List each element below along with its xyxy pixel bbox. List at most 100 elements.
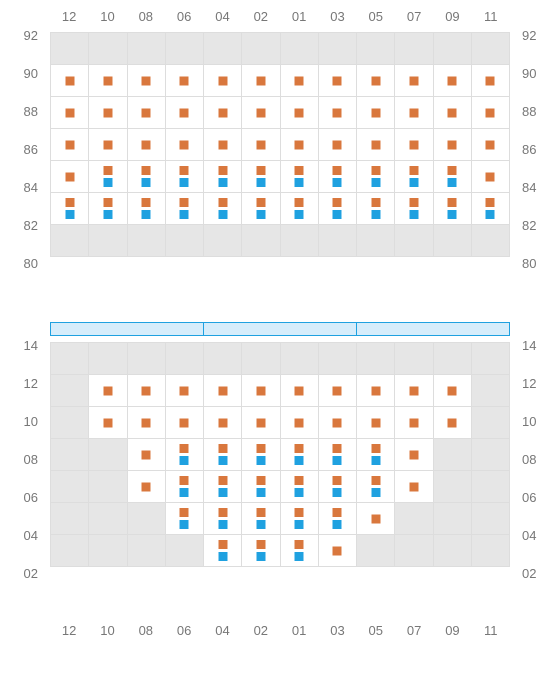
seat-cell[interactable] xyxy=(395,407,433,439)
seat-cell[interactable] xyxy=(357,97,395,129)
seat-cell[interactable] xyxy=(204,439,242,471)
seat-cell[interactable] xyxy=(128,161,166,193)
seat-cell[interactable] xyxy=(319,161,357,193)
seat-cell[interactable] xyxy=(51,129,89,161)
seat-cell[interactable] xyxy=(281,439,319,471)
seat-cell[interactable] xyxy=(357,65,395,97)
seat-cell[interactable] xyxy=(204,193,242,225)
seat-cell[interactable] xyxy=(395,375,433,407)
seat-cell[interactable] xyxy=(281,129,319,161)
seat-cell[interactable] xyxy=(204,535,242,567)
seat-cell[interactable] xyxy=(357,375,395,407)
seat-cell[interactable] xyxy=(128,65,166,97)
seat-cell[interactable] xyxy=(204,129,242,161)
seat-cell[interactable] xyxy=(281,471,319,503)
seat-cell[interactable] xyxy=(472,161,510,193)
seat-cell[interactable] xyxy=(395,161,433,193)
seat-cell[interactable] xyxy=(434,129,472,161)
seat-cell[interactable] xyxy=(166,375,204,407)
seat-cell[interactable] xyxy=(319,439,357,471)
seat-cell[interactable] xyxy=(242,503,280,535)
seat-cell[interactable] xyxy=(395,129,433,161)
seat-cell[interactable] xyxy=(128,375,166,407)
seat-cell[interactable] xyxy=(281,375,319,407)
seat-cell[interactable] xyxy=(204,503,242,535)
seat-cell[interactable] xyxy=(242,193,280,225)
seat-cell[interactable] xyxy=(51,97,89,129)
seat-cell[interactable] xyxy=(319,535,357,567)
seat-cell[interactable] xyxy=(472,193,510,225)
seat-cell[interactable] xyxy=(319,129,357,161)
seat-cell[interactable] xyxy=(51,193,89,225)
seat-cell[interactable] xyxy=(51,161,89,193)
seat-cell[interactable] xyxy=(357,471,395,503)
seat-cell[interactable] xyxy=(434,375,472,407)
seat-cell[interactable] xyxy=(319,471,357,503)
seat-cell[interactable] xyxy=(357,503,395,535)
seat-cell[interactable] xyxy=(472,65,510,97)
seat-cell[interactable] xyxy=(319,65,357,97)
seat-cell[interactable] xyxy=(204,471,242,503)
seat-cell[interactable] xyxy=(128,129,166,161)
seat-cell[interactable] xyxy=(281,65,319,97)
seat-cell[interactable] xyxy=(89,65,127,97)
seat-cell[interactable] xyxy=(242,407,280,439)
seat-cell[interactable] xyxy=(128,471,166,503)
seat-cell[interactable] xyxy=(319,193,357,225)
seat-cell[interactable] xyxy=(89,193,127,225)
seat-cell[interactable] xyxy=(319,375,357,407)
seat-cell[interactable] xyxy=(281,161,319,193)
seat-cell[interactable] xyxy=(357,407,395,439)
seat-cell[interactable] xyxy=(281,503,319,535)
seat-cell[interactable] xyxy=(166,503,204,535)
seat-cell[interactable] xyxy=(204,375,242,407)
seat-cell[interactable] xyxy=(395,97,433,129)
seat-cell[interactable] xyxy=(89,375,127,407)
seat-cell[interactable] xyxy=(128,439,166,471)
seat-cell[interactable] xyxy=(204,65,242,97)
seat-cell[interactable] xyxy=(472,97,510,129)
seat-cell[interactable] xyxy=(434,407,472,439)
seat-cell[interactable] xyxy=(242,535,280,567)
seat-cell[interactable] xyxy=(242,161,280,193)
seat-cell[interactable] xyxy=(242,65,280,97)
seat-cell[interactable] xyxy=(281,535,319,567)
seat-cell[interactable] xyxy=(395,471,433,503)
seat-cell[interactable] xyxy=(434,161,472,193)
seat-cell[interactable] xyxy=(89,97,127,129)
seat-cell[interactable] xyxy=(357,129,395,161)
seat-cell[interactable] xyxy=(166,193,204,225)
seat-cell[interactable] xyxy=(242,375,280,407)
seat-cell[interactable] xyxy=(472,129,510,161)
seat-cell[interactable] xyxy=(319,407,357,439)
seat-cell[interactable] xyxy=(89,407,127,439)
seat-cell[interactable] xyxy=(357,439,395,471)
seat-cell[interactable] xyxy=(281,97,319,129)
seat-cell[interactable] xyxy=(395,65,433,97)
seat-cell[interactable] xyxy=(242,439,280,471)
seat-cell[interactable] xyxy=(166,97,204,129)
seat-cell[interactable] xyxy=(281,193,319,225)
seat-cell[interactable] xyxy=(204,97,242,129)
seat-cell[interactable] xyxy=(357,161,395,193)
seat-cell[interactable] xyxy=(128,193,166,225)
seat-cell[interactable] xyxy=(166,471,204,503)
seat-cell[interactable] xyxy=(434,193,472,225)
seat-cell[interactable] xyxy=(51,65,89,97)
seat-cell[interactable] xyxy=(204,407,242,439)
seat-cell[interactable] xyxy=(434,65,472,97)
seat-cell[interactable] xyxy=(166,439,204,471)
seat-cell[interactable] xyxy=(281,407,319,439)
seat-cell[interactable] xyxy=(89,161,127,193)
seat-cell[interactable] xyxy=(434,97,472,129)
seat-cell[interactable] xyxy=(89,129,127,161)
seat-cell[interactable] xyxy=(166,65,204,97)
seat-cell[interactable] xyxy=(395,193,433,225)
seat-cell[interactable] xyxy=(204,161,242,193)
seat-cell[interactable] xyxy=(242,129,280,161)
seat-cell[interactable] xyxy=(166,129,204,161)
seat-cell[interactable] xyxy=(242,471,280,503)
seat-cell[interactable] xyxy=(319,97,357,129)
seat-cell[interactable] xyxy=(128,407,166,439)
seat-cell[interactable] xyxy=(166,407,204,439)
